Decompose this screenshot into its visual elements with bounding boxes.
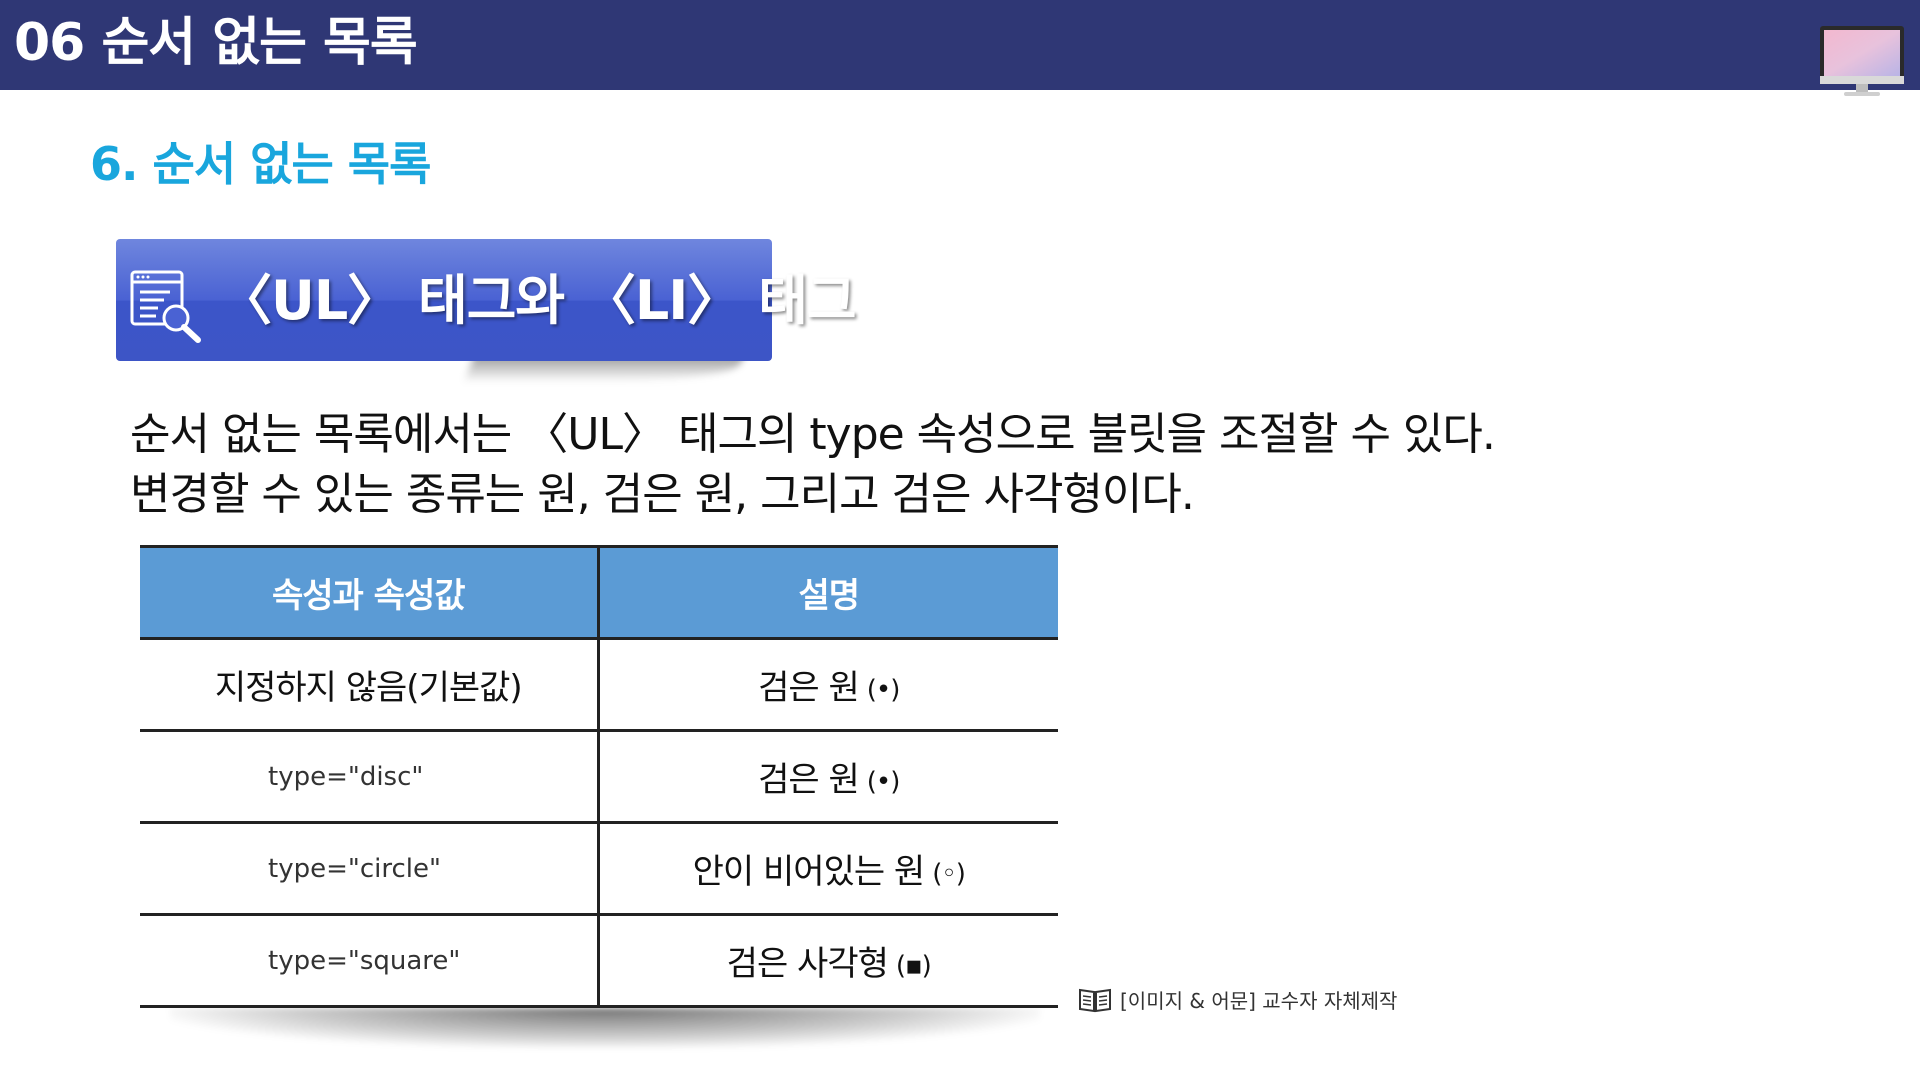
table-shadow — [170, 1008, 1040, 1048]
description-line-1: 순서 없는 목록에서는 〈UL〉 태그의 type 속성으로 불릿을 조절할 수… — [130, 409, 1496, 460]
cell-description: 검은 사각형 (▪) — [598, 914, 1058, 1008]
cell-description-text: 검은 원 — [758, 668, 860, 708]
cell-description-text: 검은 사각형 — [726, 944, 889, 984]
column-header-description: 설명 — [598, 545, 1058, 640]
section-title: 6. 순서 없는 목록 — [90, 137, 431, 191]
description-line-2: 변경할 수 있는 종류는 원, 검은 원, 그리고 검은 사각형이다. — [130, 469, 1195, 520]
cell-attribute: type="disc" — [140, 730, 600, 824]
cell-description: 검은 원 (•) — [598, 638, 1058, 732]
attribute-table: 속성과 속성값 설명 지정하지 않음(기본값) 검은 원 (•) type="di… — [140, 545, 1058, 1008]
book-icon — [1079, 988, 1111, 1012]
table-row: type="disc" 검은 원 (•) — [140, 730, 1058, 824]
column-header-attribute: 속성과 속성값 — [140, 545, 600, 640]
cell-attribute: type="circle" — [140, 822, 600, 916]
cell-description: 안이 비어있는 원 (◦) — [598, 822, 1058, 916]
cell-attribute: type="square" — [140, 914, 600, 1008]
topic-banner — [116, 239, 772, 361]
document-search-icon — [130, 270, 201, 343]
monitor-icon — [1820, 26, 1904, 96]
table-row: type="square" 검은 사각형 (▪) — [140, 914, 1058, 1008]
credit-text: [이미지 & 어문] 교수자 자체제작 — [1120, 989, 1398, 1013]
bullet-symbol: (•) — [866, 674, 901, 705]
bullet-symbol: (▪) — [895, 950, 932, 981]
banner-title: 〈UL〉 태그와 〈LI〉 태그 — [218, 269, 857, 332]
bullet-symbol: (◦) — [932, 858, 966, 889]
table-row: 지정하지 않음(기본값) 검은 원 (•) — [140, 638, 1058, 732]
image-credit: [이미지 & 어문] 교수자 자체제작 — [1078, 985, 1397, 1014]
cell-description-text: 검은 원 — [758, 760, 860, 800]
table-row: type="circle" 안이 비어있는 원 (◦) — [140, 822, 1058, 916]
cell-attribute: 지정하지 않음(기본값) — [140, 638, 600, 732]
cell-description: 검은 원 (•) — [598, 730, 1058, 824]
bullet-symbol: (•) — [866, 766, 901, 797]
cell-description-text: 안이 비어있는 원 — [692, 852, 926, 892]
page-title: 06 순서 없는 목록 — [14, 13, 418, 73]
table-header-row: 속성과 속성값 설명 — [140, 545, 1058, 640]
header-bar — [0, 0, 1920, 90]
description: 순서 없는 목록에서는 〈UL〉 태그의 type 속성으로 불릿을 조절할 수… — [130, 405, 1630, 525]
